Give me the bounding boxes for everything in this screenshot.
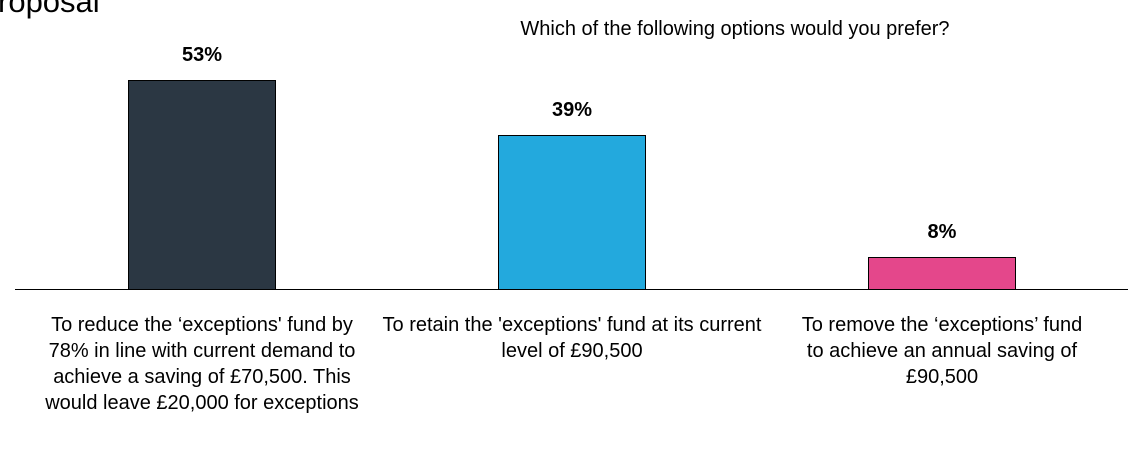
bar <box>498 135 646 289</box>
value-label: 8% <box>927 221 957 244</box>
bar <box>868 257 1016 289</box>
category-label: To reduce the ‘exceptions' fund by 78% i… <box>45 314 359 414</box>
bar <box>128 80 276 289</box>
heading: roposal <box>0 0 100 19</box>
category-label: To remove the ‘exceptions’ fund to achie… <box>801 314 1083 388</box>
baseline <box>15 289 1128 290</box>
category-label: To retain the 'exceptions' fund at its c… <box>382 314 762 362</box>
value-label: 53% <box>181 44 223 67</box>
value-label: 39% <box>551 99 593 122</box>
chart-title: Which of the following options would you… <box>520 18 950 40</box>
